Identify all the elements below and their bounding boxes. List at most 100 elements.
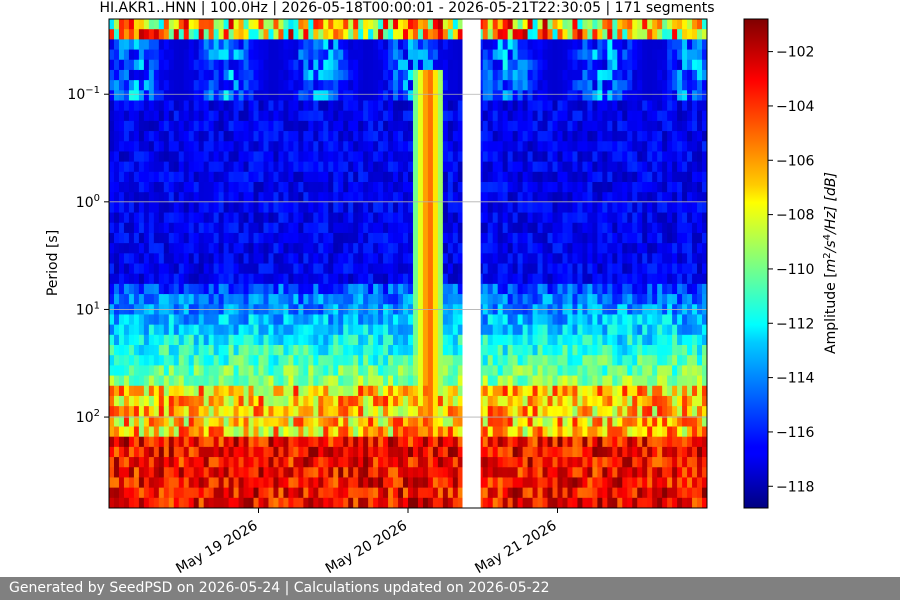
heatmap-cell (223, 385, 230, 397)
heatmap-cell (398, 406, 404, 417)
heatmap-cell (138, 171, 145, 183)
heatmap-cell (572, 110, 579, 122)
heatmap-cell (383, 202, 389, 214)
heatmap-cell (482, 334, 489, 346)
heatmap-cell (318, 457, 324, 468)
heatmap-cell (502, 334, 509, 346)
heatmap-cell (527, 324, 534, 336)
heatmap-cell (408, 446, 414, 458)
heatmap-cell (388, 182, 394, 193)
heatmap-cell (188, 171, 195, 183)
heatmap-cell (522, 192, 529, 203)
heatmap-cell (562, 457, 569, 468)
heatmap-cell (303, 446, 309, 458)
heatmap-cell (497, 131, 504, 142)
heatmap-cell (457, 100, 464, 112)
heatmap-cell (582, 457, 588, 468)
heatmap-cell (502, 395, 509, 407)
heatmap-cell (123, 426, 130, 438)
heatmap-cell (497, 355, 504, 366)
heatmap-cell (482, 69, 489, 81)
heatmap-cell (248, 334, 255, 346)
heatmap-cell (109, 467, 115, 479)
heatmap-cell (168, 243, 175, 254)
heatmap-cell (562, 120, 569, 132)
heatmap-cell (343, 39, 349, 51)
heatmap-cell (482, 80, 489, 91)
heatmap-cell (527, 487, 534, 499)
heatmap-cell (308, 467, 314, 479)
heatmap-cell (173, 141, 180, 153)
heatmap-cell (268, 395, 275, 407)
heatmap-cell (412, 59, 419, 71)
heatmap-cell (557, 487, 564, 499)
heatmap-cell (198, 365, 205, 377)
heatmap-cell (497, 222, 504, 234)
heatmap-cell (118, 467, 125, 479)
heatmap-cell (552, 222, 559, 234)
heatmap-cell (582, 29, 588, 40)
heatmap-cell (228, 80, 235, 91)
heatmap-cell (178, 151, 185, 163)
heatmap-cell (517, 182, 524, 193)
heatmap-cell (123, 182, 130, 193)
heatmap-cell (248, 29, 255, 40)
heatmap-cell (328, 69, 334, 81)
heatmap-cell (313, 365, 319, 377)
heatmap-cell (203, 232, 210, 244)
heatmap-cell (228, 395, 235, 407)
heatmap-cell (223, 324, 230, 336)
heatmap-cell (128, 253, 135, 265)
heatmap-cell (313, 100, 319, 112)
heatmap-cell (348, 212, 354, 224)
heatmap-cell (497, 80, 504, 91)
heatmap-cell (537, 161, 544, 173)
heatmap-cell (373, 406, 379, 417)
heatmap-cell (268, 141, 275, 153)
heatmap-cell (183, 345, 190, 356)
heatmap-cell (363, 385, 369, 397)
heatmap-cell (517, 497, 524, 508)
heatmap-cell (263, 141, 270, 153)
heatmap-cell (198, 314, 205, 326)
heatmap-cell (263, 80, 270, 91)
heatmap-cell (133, 151, 140, 163)
heatmap-cell (253, 131, 260, 142)
heatmap-cell (203, 355, 210, 366)
heatmap-cell (193, 243, 200, 254)
heatmap-cell (343, 243, 349, 254)
heatmap-cell (268, 232, 275, 244)
heatmap-cell (248, 273, 255, 285)
heatmap-cell (113, 283, 120, 295)
heatmap-cell (188, 457, 195, 468)
heatmap-cell (198, 253, 205, 265)
heatmap-cell (193, 202, 200, 214)
heatmap-cell (358, 151, 364, 163)
heatmap-cell (383, 446, 389, 458)
heatmap-cell (213, 487, 220, 499)
heatmap-cell (258, 110, 265, 122)
heatmap-cell (138, 80, 145, 91)
heatmap-cell (492, 202, 499, 214)
heatmap-cell (263, 395, 270, 407)
heatmap-cell (592, 161, 598, 173)
heatmap-cell (348, 151, 354, 163)
heatmap-cell (198, 243, 205, 254)
heatmap-cell (602, 59, 608, 71)
heatmap-cell (228, 334, 235, 346)
heatmap-cell (567, 192, 574, 203)
heatmap-cell (113, 141, 120, 153)
heatmap-cell (313, 314, 319, 326)
heatmap-cell (123, 477, 130, 489)
heatmap-cell (188, 467, 195, 479)
heatmap-cell (158, 355, 165, 366)
heatmap-cell (193, 131, 200, 142)
heatmap-cell (587, 406, 593, 417)
heatmap-cell (283, 80, 289, 91)
heatmap-cell (158, 100, 165, 112)
heatmap-cell (427, 477, 434, 489)
heatmap-cell (238, 273, 245, 285)
heatmap-cell (278, 110, 285, 122)
heatmap-cell (582, 446, 588, 458)
heatmap-cell (288, 161, 294, 173)
